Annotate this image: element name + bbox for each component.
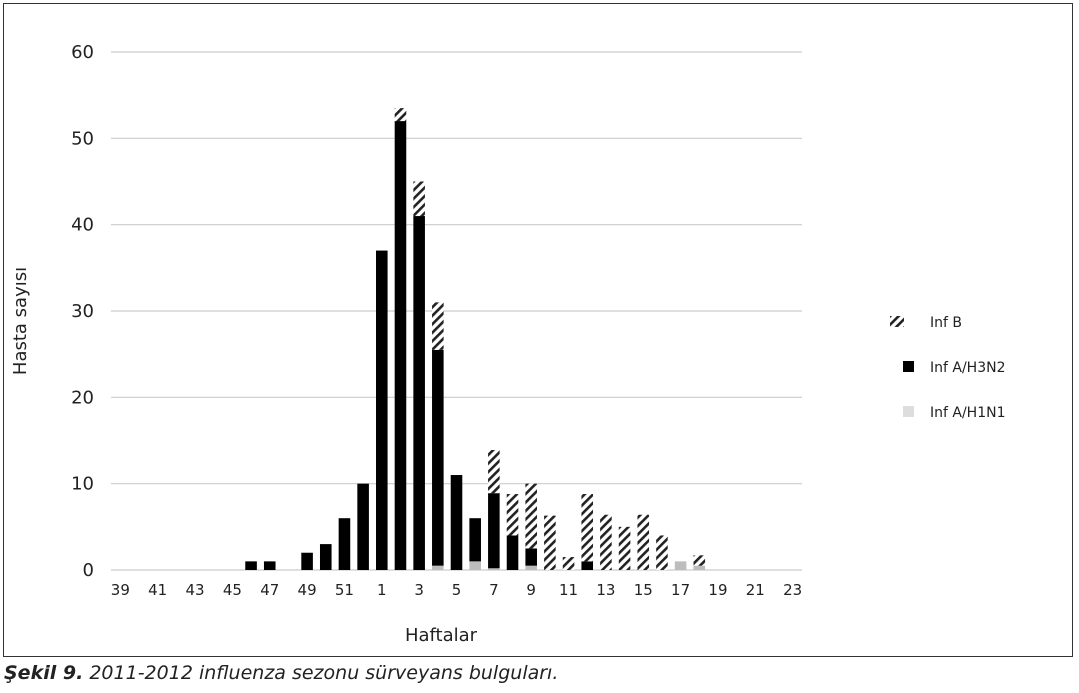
bar-inf-b-week-11	[562, 557, 575, 570]
x-tick-label: 49	[298, 581, 317, 599]
bar-inf-b-week-9	[525, 483, 537, 549]
bar-inf-a-h3n2-week-51	[338, 518, 351, 570]
bar-inf-a-h3n2-week-7	[488, 493, 500, 569]
bar-inf-b-week-3	[413, 181, 425, 217]
legend-item-inf-b: Inf B	[890, 315, 962, 331]
x-tick-label: 3	[414, 581, 424, 599]
bar-inf-a-h1n1-week-7	[488, 568, 500, 570]
legend-item-h3n2: Inf A/H3N2	[903, 360, 1006, 376]
bar-inf-b-week-12	[581, 494, 594, 562]
y-tick-label: 50	[71, 128, 94, 149]
bar-inf-b-week-2	[394, 108, 407, 122]
bar-inf-a-h3n2-week-4	[432, 349, 444, 566]
legend-label-h3n2: Inf A/H3N2	[930, 360, 1006, 376]
x-tick-label: 19	[708, 581, 727, 599]
bar-inf-a-h3n2-week-2	[394, 121, 407, 571]
x-axis-label: Haftalar	[405, 625, 478, 646]
caption-label: Şekil 9.	[4, 662, 84, 684]
legend-swatch-h1n1	[903, 406, 914, 417]
bar-inf-b-week-16	[656, 535, 668, 570]
y-tick-label: 10	[71, 474, 94, 495]
legend-label-inf-b: Inf B	[930, 315, 962, 331]
bar-inf-b-week-10	[544, 515, 556, 570]
y-tick-label: 30	[71, 301, 94, 322]
bar-inf-a-h1n1-week-9	[525, 565, 537, 570]
bar-inf-a-h3n2-week-47	[263, 561, 276, 570]
y-tick-label: 40	[71, 215, 94, 236]
bar-inf-a-h3n2-week-12	[581, 561, 594, 570]
x-tick-label: 21	[746, 581, 765, 599]
x-tick-label: 47	[260, 581, 279, 599]
bar-inf-a-h3n2-week-49	[301, 552, 313, 570]
legend-swatch-h3n2	[903, 361, 914, 372]
x-tick-label: 9	[526, 581, 536, 599]
bar-inf-a-h3n2-week-5	[450, 475, 463, 570]
legend-swatch-inf-b	[890, 316, 904, 327]
bar-inf-a-h1n1-week-6	[469, 561, 481, 570]
x-tick-label: 39	[111, 581, 130, 599]
bar-inf-b-week-14	[618, 526, 631, 570]
bar-inf-b-week-7	[488, 449, 500, 494]
legend-item-h1n1: Inf A/H1N1	[903, 405, 1006, 421]
x-tick-label: 15	[634, 581, 653, 599]
bar-inf-a-h3n2-week-50	[319, 544, 332, 570]
x-tick-label: 13	[596, 581, 615, 599]
bar-inf-a-h3n2-week-6	[469, 518, 481, 562]
x-tick-label: 11	[559, 581, 578, 599]
x-tick-label: 1	[377, 581, 387, 599]
y-tick-label: 0	[83, 560, 94, 581]
bar-inf-a-h3n2-week-3	[413, 216, 425, 571]
bar-inf-a-h3n2-week-1	[376, 250, 388, 571]
bar-inf-a-h3n2-week-9	[525, 548, 537, 566]
bar-inf-b-week-13	[600, 514, 612, 570]
bar-inf-a-h3n2-week-52	[357, 483, 369, 570]
x-tick-label: 51	[335, 581, 354, 599]
x-tick-label: 17	[671, 581, 690, 599]
x-tick-label: 5	[452, 581, 462, 599]
x-tick-label: 41	[148, 581, 167, 599]
y-tick-label: 60	[71, 42, 94, 63]
figure-frame: 0 10 20 30 40 50 60 39 41 43 45 47 49 51 1 3 5 7 9 11 13 15 1…	[3, 3, 1073, 657]
bar-inf-b-week-8	[506, 494, 519, 536]
y-axis-label: Hasta sayısı	[10, 267, 31, 375]
bar-inf-b-week-4	[432, 302, 444, 350]
y-tick-label: 20	[71, 387, 94, 408]
legend-label-h1n1: Inf A/H1N1	[930, 405, 1006, 421]
caption-text: 2011-2012 influenza sezonu sürveyans bul…	[89, 662, 559, 684]
x-tick-label: 43	[185, 581, 204, 599]
figure-caption: Şekil 9. 2011-2012 influenza sezonu sürv…	[4, 662, 558, 684]
x-tick-label: 23	[783, 581, 802, 599]
bar-inf-a-h1n1-week-18	[693, 565, 706, 570]
x-tick-label: 45	[223, 581, 242, 599]
legend: Inf B Inf A/H3N2 Inf A/H1N1	[890, 315, 1006, 421]
bar-inf-b-week-15	[637, 514, 650, 570]
bar-inf-a-h1n1-week-17	[674, 561, 687, 570]
bar-inf-a-h3n2-week-8	[506, 535, 519, 570]
bar-inf-b-week-18	[693, 555, 706, 566]
bar-inf-a-h3n2-week-46	[245, 561, 257, 570]
bar-inf-a-h1n1-week-4	[432, 565, 444, 570]
x-tick-label: 7	[489, 581, 499, 599]
